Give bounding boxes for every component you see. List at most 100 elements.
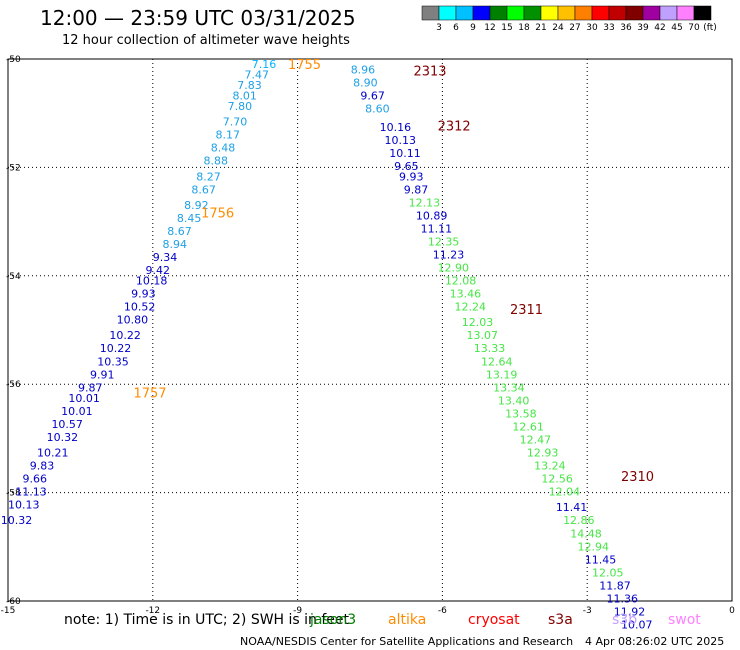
scale-label: 70 (688, 23, 700, 33)
wave-height-value: 7.47 (245, 69, 269, 82)
x-tick-label: -9 (293, 606, 302, 616)
wave-height-value: 11.23 (433, 248, 465, 261)
wave-height-value: 13.46 (450, 288, 482, 301)
y-tick-label: -56 (6, 380, 21, 390)
wave-height-value: 10.89 (416, 209, 448, 222)
scale-label: 24 (552, 23, 564, 33)
credit-line: NOAA/NESDIS Center for Satellite Applica… (240, 635, 574, 648)
satellite-swot: swot (668, 612, 701, 628)
wave-height-value: 10.52 (124, 301, 156, 314)
wave-height-value: 8.27 (196, 170, 221, 183)
wave-height-value: 11.11 (421, 222, 453, 235)
timestamp: 4 Apr 08:26:02 UTC 2025 (585, 635, 725, 648)
scale-swatch (642, 5, 661, 21)
wave-height-value: 12.47 (520, 433, 552, 446)
scale-swatch (421, 5, 440, 21)
wave-height-value: 13.24 (534, 460, 566, 473)
y-tick-label: -58 (6, 489, 21, 499)
pass-label: 2310 (621, 470, 654, 485)
wave-height-value: 13.19 (486, 368, 517, 381)
scale-swatch (523, 5, 542, 21)
scale-swatch (438, 5, 457, 21)
satellite-jason3: jason3 (310, 612, 357, 628)
scale-swatch (506, 5, 525, 21)
wave-height-value: 12.04 (549, 486, 581, 499)
scale-label: 27 (569, 23, 580, 33)
wave-height-value: 13.07 (467, 329, 499, 342)
pass-label: 2311 (510, 303, 543, 318)
pass-label: 1757 (133, 387, 166, 402)
y-tick-label: -50 (6, 55, 21, 65)
scale-swatch (625, 5, 644, 21)
wave-height-value: 9.66 (22, 473, 47, 486)
wave-height-value: 10.21 (37, 446, 69, 459)
wave-height-value: 9.83 (30, 460, 55, 473)
wave-height-value: 10.01 (61, 405, 93, 418)
wave-height-value: 10.11 (389, 147, 421, 160)
x-tick-label: -3 (583, 606, 592, 616)
wave-height-value: 8.67 (191, 183, 216, 196)
wave-height-value: 8.90 (353, 76, 378, 89)
wave-height-value: 8.17 (216, 129, 241, 142)
wave-height-value: 8.67 (167, 225, 192, 238)
scale-swatch (608, 5, 627, 21)
scale-swatch (557, 5, 576, 21)
wave-height-value: 8.92 (184, 199, 209, 212)
wave-height-value: 12.35 (428, 235, 460, 248)
scale-label: 6 (453, 23, 459, 33)
scale-swatch (472, 5, 491, 21)
satellite-cryosat: cryosat (468, 612, 520, 628)
wave-height-value: 12.08 (445, 274, 477, 287)
page-title: 12:00 — 23:59 UTC 03/31/2025 (40, 6, 356, 30)
wave-height-value: 10.80 (117, 314, 149, 327)
wave-height-value: 12.24 (454, 301, 486, 314)
wave-height-value: 10.57 (51, 418, 83, 431)
wave-height-value: 11.41 (556, 501, 588, 514)
satellite-s3b: s3b (612, 612, 638, 628)
wave-height-value: 12.56 (541, 473, 573, 486)
x-tick-label: -6 (438, 606, 447, 616)
wave-height-value: 9.93 (399, 170, 424, 183)
wave-height-value: 8.60 (365, 103, 390, 116)
x-tick-label: -12 (145, 606, 160, 616)
x-tick-label: 0 (729, 606, 735, 616)
wave-height-value: 9.34 (153, 251, 178, 264)
wave-height-value: 10.18 (136, 274, 168, 287)
plot-frame (7, 58, 733, 602)
wave-height-value: 12.93 (527, 446, 559, 459)
scale-label: 3 (436, 23, 442, 33)
y-tick-label: -60 (6, 597, 21, 607)
scale-label: 18 (518, 23, 530, 33)
scale-label: 21 (535, 23, 546, 33)
wave-height-value: 9.93 (131, 288, 156, 301)
scale-label: 39 (637, 23, 649, 33)
wave-height-value: 10.13 (384, 134, 416, 147)
wave-height-value: 9.87 (78, 381, 103, 394)
wave-height-value: 13.33 (474, 342, 506, 355)
scale-swatch (574, 5, 593, 21)
wave-height-value: 11.36 (607, 592, 639, 605)
wave-height-value: 12.13 (409, 196, 441, 209)
scale-swatch (455, 5, 474, 21)
wave-height-value: 10.22 (100, 342, 132, 355)
wave-height-value: 10.35 (97, 355, 129, 368)
wave-height-value: 12.94 (578, 540, 610, 553)
wave-height-value: 8.48 (211, 142, 236, 155)
wave-height-value: 11.92 (614, 605, 646, 618)
wave-height-value: 7.83 (237, 79, 262, 92)
scale-unit: (ft) (703, 23, 717, 33)
wave-height-value: 11.87 (599, 579, 631, 592)
wave-height-value: 13.58 (505, 407, 537, 420)
wave-height-value: 12.03 (462, 316, 494, 329)
wave-height-value: 9.42 (146, 264, 171, 277)
wave-height-value: 8.94 (162, 238, 187, 251)
scale-swatch (659, 5, 678, 21)
wave-height-value: 12.64 (481, 355, 512, 368)
scale-swatch (676, 5, 695, 21)
wave-height-value: 9.67 (360, 89, 385, 102)
scale-label: 9 (470, 23, 476, 33)
wave-height-value: 9.65 (394, 160, 419, 173)
pass-label: 2312 (438, 120, 471, 135)
